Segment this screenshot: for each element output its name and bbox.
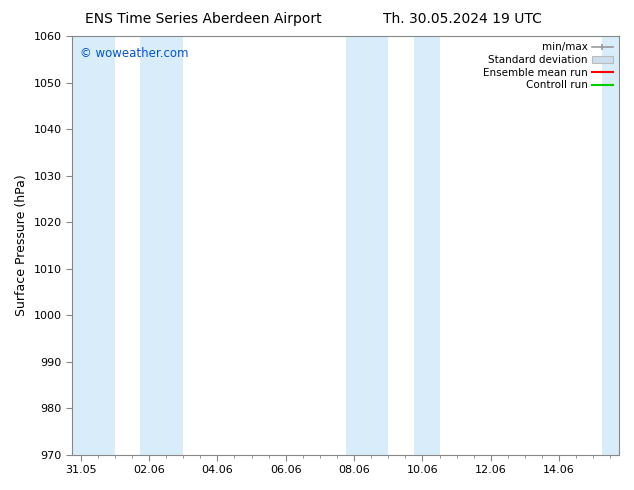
Text: © woweather.com: © woweather.com	[81, 47, 189, 60]
Text: ENS Time Series Aberdeen Airport: ENS Time Series Aberdeen Airport	[84, 12, 321, 26]
Bar	[72, 36, 115, 455]
Bar	[602, 36, 619, 455]
Legend: min/max, Standard deviation, Ensemble mean run, Controll run: min/max, Standard deviation, Ensemble me…	[479, 38, 617, 95]
Text: Th. 30.05.2024 19 UTC: Th. 30.05.2024 19 UTC	[384, 12, 542, 26]
Bar	[346, 36, 388, 455]
Bar	[141, 36, 183, 455]
Y-axis label: Surface Pressure (hPa): Surface Pressure (hPa)	[15, 174, 28, 316]
Bar	[414, 36, 439, 455]
